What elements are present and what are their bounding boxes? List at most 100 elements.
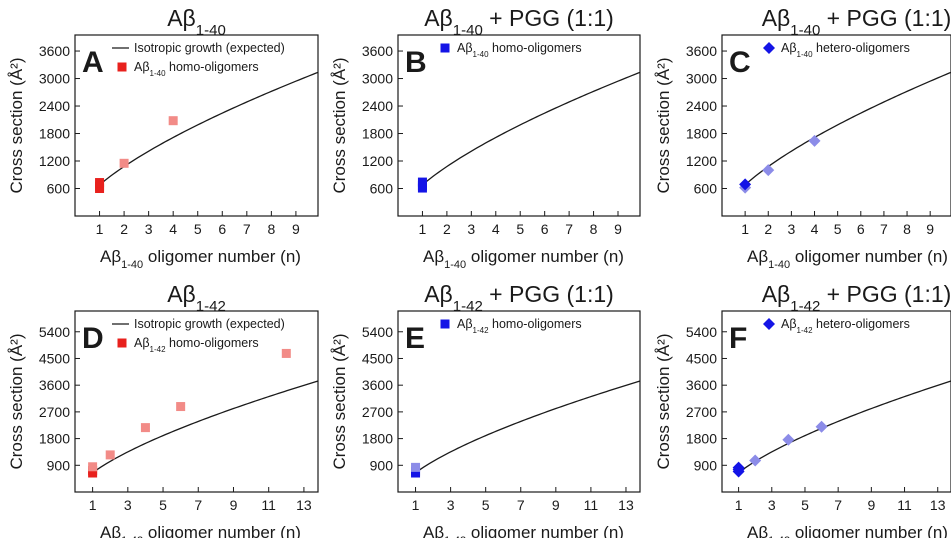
data-point — [417, 177, 427, 187]
legend-entry-oligomers: Aβ1-42 homo-oligomers — [457, 317, 582, 335]
x-tick-label: 8 — [267, 221, 275, 237]
x-tick-label: 5 — [516, 221, 524, 237]
y-axis-label: Cross section (Å²) — [7, 333, 26, 469]
data-point — [739, 178, 752, 191]
legend-marker-swatch — [117, 62, 127, 72]
legend-entry-oligomers: Aβ1-42 homo-oligomers — [134, 336, 259, 354]
x-tick-label: 4 — [492, 221, 500, 237]
y-tick-label: 1200 — [362, 153, 393, 169]
x-tick-label: 9 — [614, 221, 622, 237]
chart-panel-b: Aβ1-40 + PGG (1:1) 600 1200 1800 2400 3000 360… — [330, 5, 641, 271]
y-tick-label: 2700 — [362, 404, 393, 420]
x-tick-label: 6 — [541, 221, 549, 237]
isotropic-growth-curve — [744, 71, 951, 186]
y-tick-label: 1800 — [39, 126, 70, 142]
y-tick-label: 3600 — [39, 43, 70, 59]
x-tick-label: 2 — [764, 221, 772, 237]
y-axis-label: Cross section (Å²) — [654, 57, 673, 193]
x-tick-label: 11 — [897, 497, 912, 513]
y-tick-label: 2400 — [362, 98, 393, 114]
x-tick-label: 5 — [159, 497, 167, 513]
x-tick-label: 7 — [243, 221, 251, 237]
data-point — [168, 116, 178, 126]
x-tick-label: 5 — [482, 497, 490, 513]
x-axis-label: Aβ1-42 oligomer number (n) — [747, 523, 948, 538]
y-tick-label: 1200 — [686, 153, 717, 169]
y-axis-label: Cross section (Å²) — [330, 333, 349, 469]
y-tick-label: 1800 — [39, 431, 70, 447]
chart-title: Aβ1-42 — [167, 281, 226, 315]
x-tick-label: 3 — [467, 221, 475, 237]
x-tick-label: 8 — [590, 221, 598, 237]
y-tick-label: 1800 — [362, 431, 393, 447]
y-axis-label: Cross section (Å²) — [330, 57, 349, 193]
x-tick-label: 11 — [584, 497, 599, 513]
y-tick-label: 4500 — [362, 350, 393, 366]
y-tick-label: 1800 — [686, 431, 717, 447]
chart-panel-e: Aβ1-42 + PGG (1:1) 900 1800 2700 3600 4500 540… — [330, 281, 641, 538]
x-tick-label: 5 — [801, 497, 809, 513]
x-tick-label: 8 — [903, 221, 911, 237]
x-axis-label: Aβ1-40 oligomer number (n) — [100, 247, 301, 271]
panel-letter: B — [405, 46, 427, 79]
chart-title: Aβ1-40 + PGG (1:1) — [762, 5, 951, 39]
x-tick-label: 1 — [89, 497, 97, 513]
legend-marker-swatch — [763, 318, 775, 330]
x-tick-label: 9 — [552, 497, 560, 513]
data-point — [749, 454, 762, 467]
data-point — [88, 462, 98, 472]
y-tick-label: 3000 — [686, 71, 717, 87]
x-tick-label: 2 — [443, 221, 451, 237]
y-tick-label: 4500 — [686, 350, 717, 366]
panel-letter: D — [82, 322, 104, 355]
y-axis-label: Cross section (Å²) — [7, 57, 26, 193]
plot-frame — [721, 34, 951, 217]
y-tick-label: 2400 — [686, 98, 717, 114]
x-tick-label: 3 — [768, 497, 776, 513]
legend-entry-oligomers: Aβ1-40 homo-oligomers — [134, 60, 259, 78]
y-tick-label: 2700 — [39, 404, 70, 420]
x-tick-label: 13 — [930, 497, 946, 513]
x-tick-label: 4 — [169, 221, 177, 237]
x-tick-label: 7 — [880, 221, 888, 237]
y-tick-label: 600 — [694, 181, 718, 197]
x-axis-label: Aβ1-42 oligomer number (n) — [100, 523, 301, 538]
legend-entry-oligomers: Aβ1-40 hetero-oligomers — [781, 41, 910, 59]
x-tick-label: 1 — [412, 497, 420, 513]
x-tick-label: 7 — [517, 497, 525, 513]
data-point — [808, 134, 821, 147]
x-tick-label: 13 — [618, 497, 634, 513]
y-tick-label: 1800 — [686, 126, 717, 142]
x-tick-label: 7 — [194, 497, 202, 513]
chart-title: Aβ1-42 + PGG (1:1) — [762, 281, 951, 315]
x-tick-label: 9 — [292, 221, 300, 237]
y-tick-label: 600 — [47, 181, 71, 197]
legend-marker-swatch — [763, 42, 775, 54]
data-point — [105, 450, 115, 460]
x-tick-label: 3 — [124, 497, 132, 513]
x-tick-label: 11 — [261, 497, 276, 513]
y-tick-label: 900 — [47, 457, 71, 473]
panel-letter: A — [82, 46, 104, 79]
x-tick-label: 5 — [834, 221, 842, 237]
legend-marker-swatch — [117, 338, 127, 348]
legend-entry-oligomers: Aβ1-40 homo-oligomers — [457, 41, 582, 59]
y-tick-label: 3600 — [362, 43, 393, 59]
legend-marker-swatch — [440, 43, 450, 53]
isotropic-growth-curve — [415, 380, 640, 474]
y-tick-label: 1200 — [39, 153, 70, 169]
data-point — [732, 461, 745, 474]
x-tick-label: 7 — [565, 221, 573, 237]
isotropic-growth-curve — [92, 380, 318, 474]
x-tick-label: 4 — [811, 221, 819, 237]
y-tick-label: 600 — [370, 181, 394, 197]
x-tick-label: 1 — [741, 221, 749, 237]
chart-panel-a: Aβ1-40 600 1200 1800 2400 3000 3600 1 2 3 4 5 6 7 8 9 Aβ… — [7, 5, 319, 271]
data-point — [176, 402, 186, 412]
plot-frame — [74, 34, 319, 217]
y-tick-label: 5400 — [362, 324, 393, 340]
x-tick-label: 3 — [787, 221, 795, 237]
x-tick-label: 5 — [194, 221, 202, 237]
data-point — [411, 462, 421, 472]
